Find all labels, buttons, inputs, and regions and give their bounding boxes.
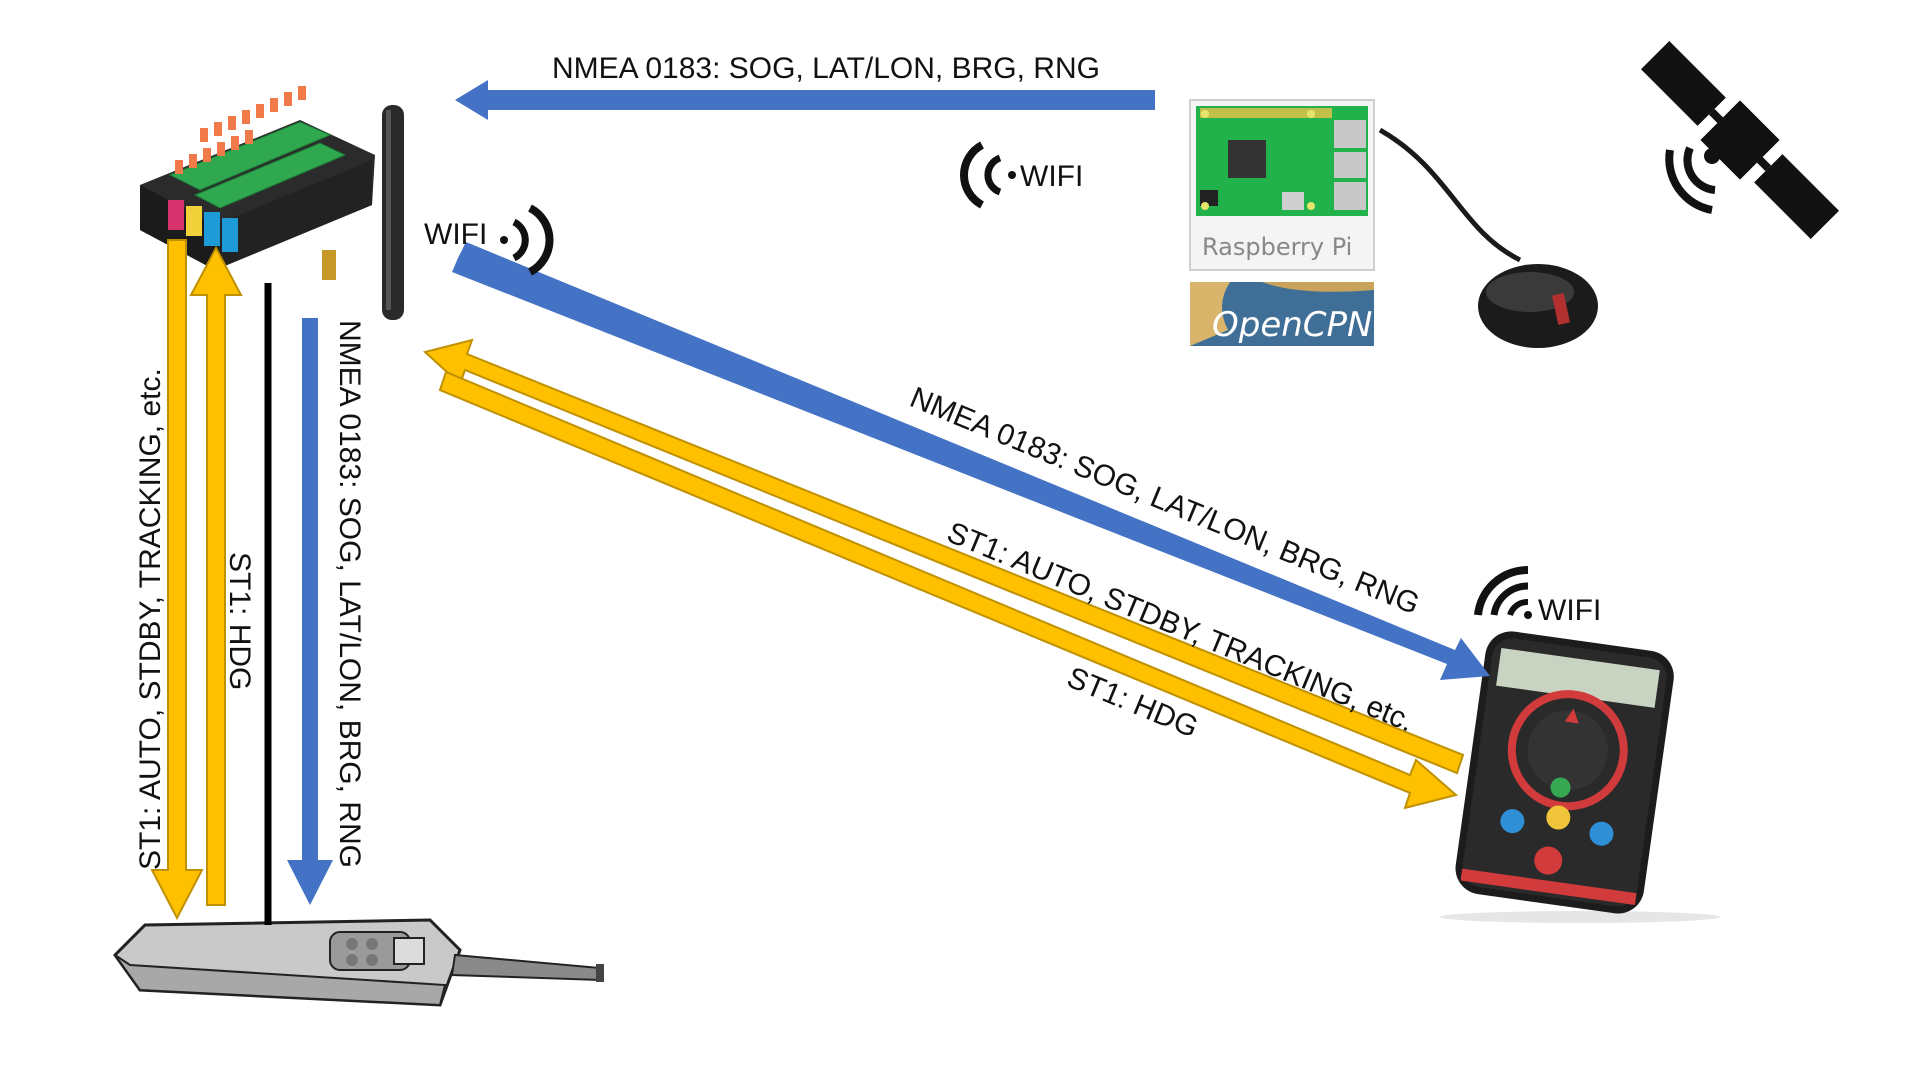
wifi-icon-rpi xyxy=(960,141,1016,209)
vertical-st1-heading-label: ST1: HDG xyxy=(223,552,256,690)
diagonal-nmea-arrow xyxy=(452,242,1490,680)
top-nmea-arrow xyxy=(455,80,1155,120)
vertical-nmea-arrow xyxy=(287,318,333,905)
wifi-icon-gateway xyxy=(500,204,554,276)
wifi-gateway-terminal-block-icon xyxy=(140,86,404,320)
opencpn-logo: OpenCPN xyxy=(1190,282,1374,346)
vertical-st1-command-arrow xyxy=(150,239,204,921)
gps-antenna-puck-icon xyxy=(1378,127,1598,348)
diagonal-st1-heading-arrow xyxy=(438,370,1459,810)
wifi-label-gateway: WIFI xyxy=(424,218,487,251)
opencpn-caption: OpenCPN xyxy=(1212,305,1373,345)
vertical-st1-heading-arrow xyxy=(189,245,243,906)
satellite-icon xyxy=(1641,41,1839,239)
vertical-st1-command-label: ST1: AUTO, STDBY, TRACKING, etc. xyxy=(134,368,167,870)
diagonal-st1-command-arrow xyxy=(422,338,1465,775)
diagonal-nmea-label: NMEA 0183: SOG, LAT/LON, BRG, RNG xyxy=(905,381,1424,621)
raspberry-pi-caption: Raspberry Pi xyxy=(1202,233,1352,261)
wifi-label-phone: WIFI xyxy=(1538,594,1601,627)
top-nmea-label: NMEA 0183: SOG, LAT/LON, BRG, RNG xyxy=(552,52,1100,85)
wifi-label-rpi: WIFI xyxy=(1020,160,1083,193)
handheld-autopilot-remote-icon xyxy=(113,918,604,1007)
smartphone-autopilot-app-icon xyxy=(1440,631,1720,923)
vertical-nmea-label: NMEA 0183: SOG, LAT/LON, BRG, RNG xyxy=(333,320,366,868)
raspberry-pi-board-icon: Raspberry Pi xyxy=(1189,99,1375,271)
wifi-icon-phone xyxy=(1474,565,1532,619)
